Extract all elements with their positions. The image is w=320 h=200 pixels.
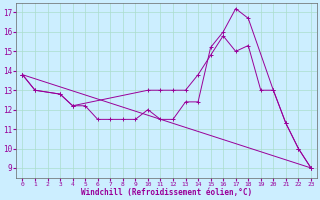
X-axis label: Windchill (Refroidissement éolien,°C): Windchill (Refroidissement éolien,°C) [81,188,252,197]
